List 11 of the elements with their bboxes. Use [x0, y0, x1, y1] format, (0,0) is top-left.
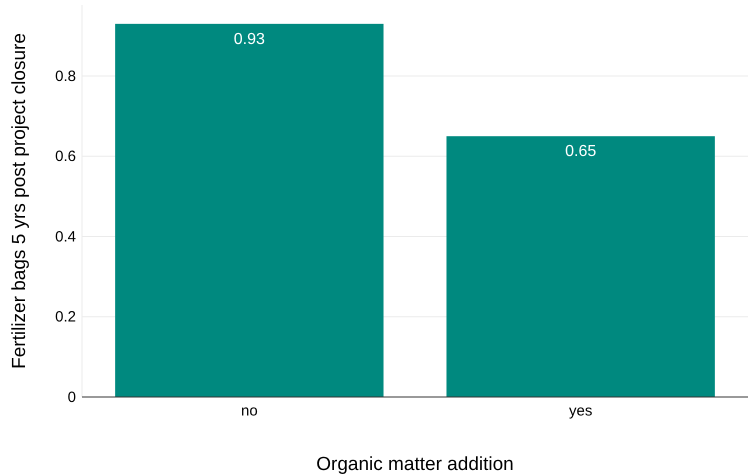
x-tick-label: yes: [569, 402, 592, 420]
y-tick-label: 0.6: [55, 148, 76, 166]
y-tick-label: 0.8: [55, 68, 76, 85]
y-tick-label: 0.4: [55, 228, 76, 246]
data-label: 0.93: [234, 30, 265, 48]
y-tick-label: 0: [68, 388, 76, 406]
data-label: 0.65: [565, 143, 596, 160]
y-tick-label: 0.2: [55, 308, 76, 326]
y-axis-title: Fertilizer bags 5 yrs post project closure: [9, 33, 30, 369]
x-tick-label: no: [240, 402, 258, 420]
x-axis-title: Organic matter addition: [316, 454, 514, 475]
